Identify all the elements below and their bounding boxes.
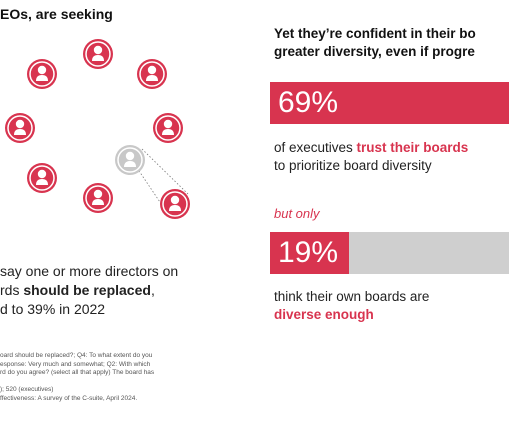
footnote-line: [0, 378, 154, 387]
person-icon: [136, 58, 168, 90]
desc-line: to prioritize board diversity: [274, 158, 432, 173]
person-icon: [26, 58, 58, 90]
person-icon: [26, 162, 58, 194]
footnote-line: oard should be replaced?; Q4: To what ex…: [0, 352, 153, 359]
person-icon: [114, 144, 146, 176]
diversity-description: think their own boards are diverse enoug…: [274, 288, 429, 324]
person-icon: [82, 182, 114, 214]
desc-line: of executives trust their boards: [274, 140, 469, 155]
footnote: oard should be replaced?; Q4: To what ex…: [0, 352, 154, 404]
but-only-label: but only: [274, 206, 320, 221]
stat-bar-19: 19%: [270, 232, 509, 274]
desc-line: think their own boards are: [274, 289, 430, 304]
stat-value: 69%: [270, 82, 509, 124]
person-icon: [4, 112, 36, 144]
statement-line: say one or more directors on: [0, 263, 179, 279]
footnote-line: esponse: Very much and somewhat; Q2: Wit…: [0, 360, 151, 368]
heading-line: Yet they’re confident in their bo: [274, 26, 476, 41]
heading-line: greater diversity, even if progre: [274, 44, 475, 59]
stat-value: 19%: [270, 232, 349, 274]
footnote-line: rd do you agree? (select all that apply)…: [0, 369, 155, 377]
person-icon: [152, 112, 184, 144]
trust-description: of executives trust their boards to prio…: [274, 139, 468, 175]
footnote-line: ffectiveness: A survey of the C-suite, A…: [0, 394, 138, 402]
person-icon: [82, 38, 114, 70]
statement-line: rds should be replaced,: [0, 282, 155, 298]
footnote-line: ); 520 (executives): [0, 386, 54, 394]
stat-bar-69: 69%: [270, 82, 509, 124]
left-heading: EOs, are seeking: [0, 6, 113, 22]
person-icon: [159, 188, 191, 220]
statement-line: d to 39% in 2022: [0, 301, 106, 317]
replacement-statement: say one or more directors on rds should …: [0, 262, 178, 319]
director-ring: [4, 38, 191, 220]
right-heading: Yet they’re confident in their bo greate…: [274, 25, 476, 61]
desc-line: diverse enough: [274, 307, 374, 322]
